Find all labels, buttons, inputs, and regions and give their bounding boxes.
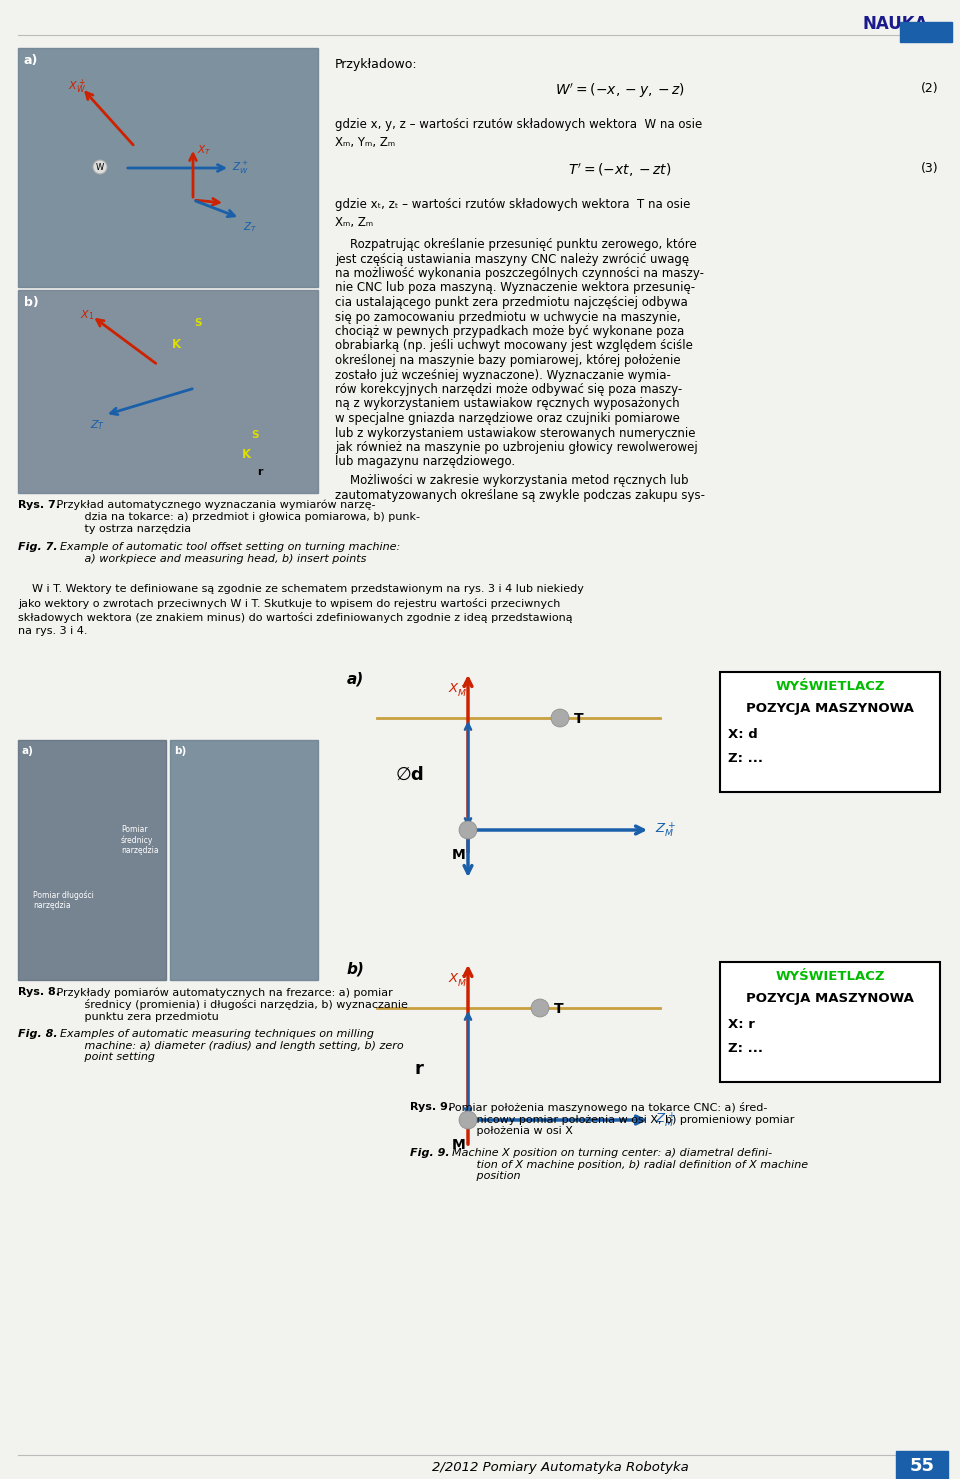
Text: Xₘ, Zₘ: Xₘ, Zₘ [335,216,373,229]
Text: chociąż w pewnych przypadkach może być wykonane poza: chociąż w pewnych przypadkach może być w… [335,325,684,339]
Text: Z: ...: Z: ... [728,751,763,765]
Circle shape [551,708,569,728]
Text: X: d: X: d [728,728,757,741]
Text: POZYCJA MASZYNOWA: POZYCJA MASZYNOWA [746,992,914,1006]
Text: 2/2012 Pomiary Automatyka Robotyka: 2/2012 Pomiary Automatyka Robotyka [432,1461,688,1475]
Text: się po zamocowaniu przedmiotu w uchwycie na maszynie,: się po zamocowaniu przedmiotu w uchwycie… [335,311,681,324]
Text: WYŚWIETLACZ: WYŚWIETLACZ [776,680,885,694]
Text: $X_M^+$: $X_M^+$ [448,680,469,698]
Text: Z: ...: Z: ... [728,1043,763,1055]
Text: a): a) [22,745,34,756]
Text: gdzie xₜ, zₜ – wartości rzutów składowych wektora  T na osie: gdzie xₜ, zₜ – wartości rzutów składowyc… [335,198,690,211]
Text: Rys. 7.: Rys. 7. [18,500,60,510]
Text: K: K [172,339,181,351]
Text: określonej na maszynie bazy pomiarowej, której położenie: określonej na maszynie bazy pomiarowej, … [335,353,681,367]
Text: gdzie x, y, z – wartości rzutów składowych wektora  W na osie: gdzie x, y, z – wartości rzutów składowy… [335,118,703,132]
Text: Fig. 8.: Fig. 8. [18,1029,58,1040]
Text: (2): (2) [921,81,938,95]
Text: na możliwość wykonania poszczególnych czynności na maszy-: na możliwość wykonania poszczególnych cz… [335,268,704,280]
Text: jak również na maszynie po uzbrojeniu głowicy rewolwerowej: jak również na maszynie po uzbrojeniu gł… [335,441,698,454]
Bar [720,671,940,791]
Circle shape [531,998,549,1018]
Text: Rozpatrując określanie przesunięć punktu zerowego, które: Rozpatrując określanie przesunięć punktu… [335,238,697,251]
Bar [170,740,318,981]
Text: b): b) [174,745,186,756]
Text: zostało już wcześniej wyznaczone). Wyznaczanie wymia-: zostało już wcześniej wyznaczone). Wyzna… [335,368,671,382]
Text: $X_T$: $X_T$ [197,143,211,157]
Text: a): a) [24,55,38,67]
Text: lub z wykorzystaniem ustawiakow sterowanych numerycznie: lub z wykorzystaniem ustawiakow sterowan… [335,426,695,439]
Text: Xₘ, Yₘ, Zₘ: Xₘ, Yₘ, Zₘ [335,136,396,149]
Circle shape [93,160,107,175]
Text: $Z_W^+$: $Z_W^+$ [232,160,249,176]
Text: $\varnothing\mathbf{d}$: $\varnothing\mathbf{d}$ [395,766,424,784]
Text: Rys. 8.: Rys. 8. [18,986,60,997]
Text: $T' = (-xt, -zt)$: $T' = (-xt, -zt)$ [568,163,672,179]
Bar [896,1451,948,1479]
Text: r: r [257,467,262,478]
Bar [900,22,952,41]
Text: $X_M^+$: $X_M^+$ [448,970,469,989]
Text: Examples of automatic measuring techniques on milling
         machine: a) diame: Examples of automatic measuring techniqu… [53,1029,403,1062]
Text: Machine X position on turning center: a) diametral defini-
         tion of X ma: Machine X position on turning center: a)… [445,1148,808,1182]
Text: POZYCJA MASZYNOWA: POZYCJA MASZYNOWA [746,703,914,714]
Text: Przykłady pomiarów automatycznych na frezarce: a) pomiar
         średnicy (prom: Przykłady pomiarów automatycznych na fre… [53,986,408,1022]
Text: $Z_T$: $Z_T$ [90,419,105,432]
Text: M: M [452,847,466,862]
Text: 55: 55 [909,1457,934,1475]
Circle shape [459,1111,477,1128]
Text: ną z wykorzystaniem ustawiakow ręcznych wyposażonych: ną z wykorzystaniem ustawiakow ręcznych … [335,398,680,411]
Text: r: r [415,1060,424,1078]
Text: Pomiar długości
narzędzia: Pomiar długości narzędzia [33,890,94,910]
Text: $Z_M^+$: $Z_M^+$ [655,1111,676,1130]
Text: (3): (3) [921,163,938,175]
Text: X: r: X: r [728,1018,755,1031]
Text: Fig. 7.: Fig. 7. [18,541,58,552]
Text: Przykładowo:: Przykładowo: [335,58,418,71]
Text: $X_1$: $X_1$ [80,308,94,322]
Text: Pomiar położenia maszynowego na tokarce CNC: a) śred-
         nicowy pomiar poł: Pomiar położenia maszynowego na tokarce … [445,1102,794,1136]
Text: zautomatyzowanych określane są zwykle podczas zakupu sys-: zautomatyzowanych określane są zwykle po… [335,488,705,501]
Text: Pomiar
średnicy
narzędzia: Pomiar średnicy narzędzia [121,825,158,855]
Text: T: T [554,1001,564,1016]
Text: M: M [452,1137,466,1152]
Text: obrabiarką (np. jeśli uchwyt mocowany jest względem ściśle: obrabiarką (np. jeśli uchwyt mocowany je… [335,340,693,352]
Text: Możliwości w zakresie wykorzystania metod ręcznych lub: Możliwości w zakresie wykorzystania meto… [335,473,688,487]
Text: cia ustalającego punkt zera przedmiotu najczęściej odbywa: cia ustalającego punkt zera przedmiotu n… [335,296,687,309]
Text: $Z_M^+$: $Z_M^+$ [655,821,676,840]
Bar [18,290,318,493]
Text: Rys. 9.: Rys. 9. [410,1102,452,1112]
Text: T: T [574,711,584,726]
Circle shape [459,821,477,839]
Text: w specjalne gniazda narzędziowe oraz czujniki pomiarowe: w specjalne gniazda narzędziowe oraz czu… [335,413,680,424]
Text: W i T. Wektory te definiowane są zgodnie ze schematem przedstawionym na rys. 3 i: W i T. Wektory te definiowane są zgodnie… [18,584,584,636]
Text: K: K [242,448,252,461]
Text: NAUKA: NAUKA [862,15,927,33]
Bar [720,961,940,1083]
Text: S: S [251,430,258,439]
Text: b): b) [347,961,365,978]
Text: $W' = (-x, -y, -z)$: $W' = (-x, -y, -z)$ [555,81,685,101]
Text: b): b) [24,296,38,309]
Text: S: S [194,318,202,328]
Text: $X_W^+$: $X_W^+$ [68,78,86,96]
Text: jest częścią ustawiania maszyny CNC należy zwrócić uwagę: jest częścią ustawiania maszyny CNC nale… [335,253,689,266]
Text: nie CNC lub poza maszyną. Wyznaczenie wektora przesunię-: nie CNC lub poza maszyną. Wyznaczenie we… [335,281,695,294]
Text: Fig. 9.: Fig. 9. [410,1148,449,1158]
Text: $Z_T$: $Z_T$ [243,220,257,234]
Text: a): a) [347,671,364,688]
Text: Przykład automatycznego wyznaczania wymiarów narzę-
         dzia na tokarce: a): Przykład automatycznego wyznaczania wymi… [53,500,420,534]
Text: WYŚWIETLACZ: WYŚWIETLACZ [776,970,885,984]
Bar [18,740,166,981]
Text: Example of automatic tool offset setting on turning machine:
         a) workpie: Example of automatic tool offset setting… [53,541,400,563]
Text: W: W [96,163,104,172]
Bar [18,47,318,287]
Text: lub magazynu narzędziowego.: lub magazynu narzędziowego. [335,456,516,469]
Text: rów korekcyjnych narzędzi może odbywać się poza maszy-: rów korekcyjnych narzędzi może odbywać s… [335,383,683,396]
